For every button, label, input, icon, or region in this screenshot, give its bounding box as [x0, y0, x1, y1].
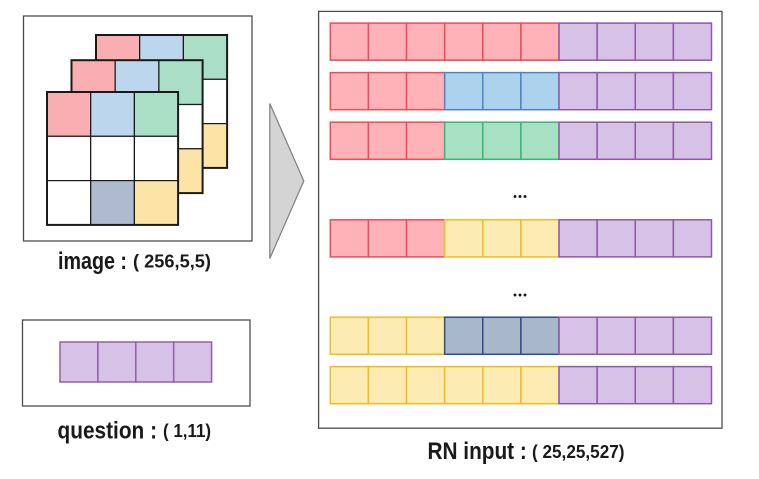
svg-text:image :: image : — [58, 248, 127, 275]
svg-text:question :: question : — [58, 418, 158, 445]
svg-text:( 256,5,5): ( 256,5,5) — [133, 251, 211, 272]
svg-text:( 1,11): ( 1,11) — [163, 420, 211, 441]
svg-text:( 25,25,527): ( 25,25,527) — [532, 441, 625, 462]
svg-text:RN input :: RN input : — [428, 438, 527, 465]
